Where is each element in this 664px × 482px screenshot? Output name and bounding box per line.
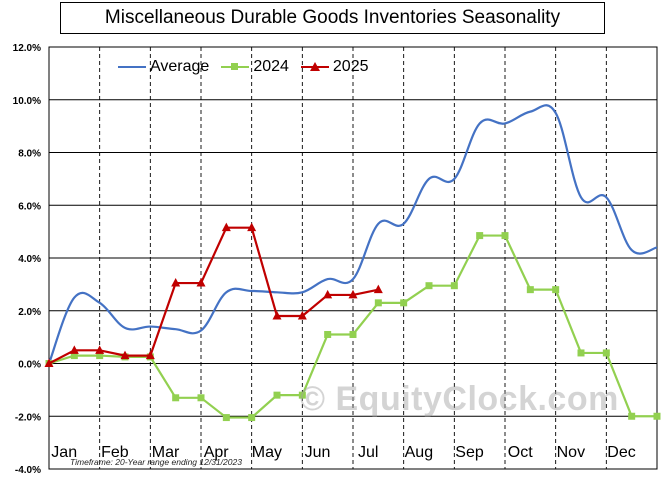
series-point-2024: [476, 232, 484, 240]
y-tick-label: 6.0%: [18, 201, 41, 212]
series-point-2024: [526, 286, 534, 294]
timeframe-footnote: Timeframe: 20-Year range ending 12/31/20…: [70, 457, 242, 467]
series-point-2024: [552, 286, 560, 294]
y-tick-label: 12.0%: [13, 43, 41, 54]
series-point-2025: [297, 311, 307, 320]
series-point-2024: [374, 299, 382, 307]
y-tick-label: 4.0%: [18, 254, 41, 265]
series-point-2025: [69, 345, 79, 354]
series-point-2024: [628, 412, 636, 420]
series-point-2024: [501, 232, 509, 240]
watermark-text: © EquityClock.com: [300, 380, 619, 418]
series-point-2024: [425, 282, 433, 290]
legend-label-2025: 2025: [332, 58, 369, 75]
series-point-2025: [44, 358, 54, 367]
x-tick-label: Feb: [101, 444, 129, 461]
series-point-2025: [95, 345, 105, 354]
grid-layer: [48, 46, 658, 470]
series-point-2024: [298, 391, 306, 399]
series-point-2024: [653, 412, 661, 420]
series-point-2024: [577, 349, 585, 357]
y-tick-label: 0.0%: [18, 360, 41, 371]
legend: Average 2024 2025: [118, 58, 381, 76]
series-point-2025: [373, 284, 383, 294]
x-tick-label: Nov: [557, 444, 585, 461]
legend-swatch-2025: [300, 61, 329, 73]
series-point-2025: [348, 289, 358, 299]
series-point-2024: [248, 414, 256, 422]
legend-swatch-average: [118, 61, 146, 73]
x-tick-label: May: [252, 444, 282, 461]
series-point-2024: [222, 414, 230, 422]
y-tick-label: 8.0%: [18, 149, 41, 160]
legend-label-2024: 2024: [253, 58, 289, 75]
series-point-2024: [96, 352, 104, 360]
legend-swatch-2024: [221, 61, 250, 73]
watermark: © EquityClock.com: [300, 380, 619, 419]
series-point-2024: [273, 391, 281, 399]
series-line-average: [47, 104, 658, 364]
legend-item-average: Average: [118, 58, 209, 76]
chart-title: Miscellaneous Durable Goods Inventories …: [104, 7, 561, 28]
x-axis-ticks: Jan Feb Mar Apr May Jun Jul Aug Sep Oct Nov Dec: [51, 444, 635, 461]
series-point-2025: [120, 350, 130, 360]
series-point-2025: [171, 278, 181, 287]
x-tick-label: Sep: [455, 444, 484, 461]
x-tick-label: Jun: [305, 444, 331, 461]
x-tick-label: Aug: [405, 444, 433, 461]
series-point-2024: [400, 299, 408, 307]
x-tick-label: Jan: [51, 444, 77, 461]
series-point-2024: [197, 394, 205, 402]
series-point-2024: [450, 282, 458, 290]
series-point-2024: [172, 394, 180, 402]
series-point-2025: [221, 222, 231, 232]
series-layer: [44, 104, 661, 422]
legend-label-average: Average: [150, 58, 210, 75]
series-line-2025: [48, 226, 379, 365]
x-tick-label: Dec: [607, 444, 635, 461]
x-tick-label: Jul: [358, 444, 378, 461]
x-tick-label: Apr: [204, 444, 230, 461]
series-point-2025: [272, 311, 282, 320]
series-point-2024: [70, 352, 78, 360]
series-point-2025: [247, 222, 257, 232]
series-point-2025: [145, 350, 155, 360]
x-tick-label: Mar: [152, 444, 180, 461]
y-tick-label: 2.0%: [18, 307, 41, 318]
legend-item-2024: 2024: [221, 58, 289, 76]
chart-title-box: Miscellaneous Durable Goods Inventories …: [60, 2, 605, 34]
series-point-2024: [324, 330, 332, 338]
x-tick-label: Oct: [508, 444, 533, 461]
series-point-2024: [349, 330, 357, 338]
series-point-2025: [323, 289, 333, 299]
y-tick-label: -2.0%: [15, 412, 41, 423]
y-axis-ticks: 12.0% 10.0% 8.0% 6.0% 4.0% 2.0% 0.0% -2.0% -4.0%: [13, 43, 41, 476]
y-tick-label: -4.0%: [15, 465, 41, 476]
series-point-2025: [196, 278, 206, 287]
y-tick-label: 10.0%: [13, 96, 41, 107]
legend-item-2025: 2025: [300, 58, 369, 76]
series-point-2024: [602, 349, 610, 357]
